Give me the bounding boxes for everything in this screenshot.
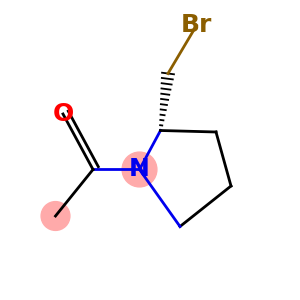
- Text: N: N: [129, 158, 150, 182]
- Circle shape: [41, 202, 70, 230]
- Circle shape: [122, 152, 157, 187]
- Text: O: O: [52, 102, 74, 126]
- Text: Br: Br: [181, 14, 212, 38]
